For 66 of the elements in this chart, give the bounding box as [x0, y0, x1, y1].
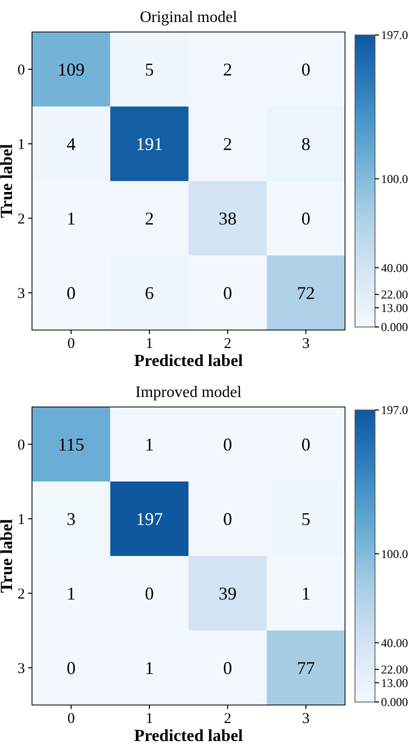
data-label: 0	[66, 658, 76, 678]
data-label: 39	[218, 584, 237, 604]
x-tick-label: 1	[146, 711, 154, 727]
y-tick-label: 3	[18, 286, 25, 302]
chart-title: Original model	[140, 9, 238, 26]
data-label: 2	[223, 134, 232, 154]
data-label: 0	[301, 60, 310, 80]
y-tick-label: 2	[18, 212, 25, 228]
data-label: 0	[144, 584, 154, 604]
color-bar-label: 100.0	[381, 172, 408, 186]
color-bar-label: 22.00	[381, 288, 408, 302]
color-bar-label: 0.000	[381, 320, 408, 334]
data-label: 4	[66, 134, 76, 154]
data-label: 8	[301, 134, 310, 154]
data-label: 0	[223, 658, 232, 678]
x-tick-label: 2	[224, 336, 232, 352]
data-label: 5	[144, 60, 154, 80]
color-bar-label: 40.00	[381, 636, 408, 650]
data-label: 6	[144, 283, 154, 304]
data-label: 5	[301, 509, 310, 530]
y-tick-label: 1	[18, 137, 25, 153]
data-label: 191	[136, 134, 163, 154]
data-label: 0	[301, 434, 310, 455]
color-bar-label: 0.000	[381, 695, 408, 710]
color-bar-label: 40.00	[381, 260, 408, 275]
y-tick-label: 3	[18, 661, 25, 677]
x-tick-label: 0	[67, 336, 75, 352]
y-axis-title: True label	[0, 518, 16, 593]
color-bar-label: 100.0	[381, 546, 408, 561]
data-label: 0	[66, 283, 76, 304]
data-label: 0	[301, 208, 310, 229]
data-label: 1	[144, 658, 154, 678]
y-tick-label: 1	[18, 512, 25, 528]
color-bar-label: 13.00	[381, 300, 408, 315]
x-tick-label: 3	[302, 336, 310, 352]
y-tick-label: 0	[18, 438, 25, 454]
color-bar-label: 13.00	[381, 676, 408, 690]
data-label: 2	[144, 208, 154, 229]
data-label: 72	[296, 283, 315, 304]
x-axis-title: Predicted label	[134, 351, 244, 370]
data-label: 3	[66, 509, 76, 530]
y-axis-title: True label	[0, 144, 16, 218]
data-label: 115	[58, 434, 84, 455]
data-label: 197	[136, 509, 163, 530]
y-tick-label: 2	[18, 586, 25, 602]
y-tick-label: 0	[18, 62, 25, 78]
chart-title: Improved model	[135, 384, 242, 401]
x-tick-label: 2	[224, 711, 232, 727]
x-tick-label: 3	[302, 711, 310, 727]
data-label: 1	[144, 434, 154, 455]
data-label: 0	[223, 434, 232, 455]
data-label: 0	[223, 509, 232, 530]
data-label: 38	[218, 208, 237, 229]
color-bar-label: 197.0	[381, 28, 408, 42]
x-tick-label: 0	[67, 711, 75, 727]
data-label: 0	[223, 283, 232, 304]
color-bar-label: 197.0	[381, 403, 408, 418]
x-axis-title: Predicted label	[134, 726, 244, 745]
data-label: 109	[58, 60, 85, 80]
color-bar-label: 22.00	[381, 662, 408, 677]
data-label: 1	[301, 584, 310, 604]
data-label: 1	[66, 584, 76, 604]
x-tick-label: 1	[146, 336, 154, 352]
data-label: 1	[66, 208, 76, 229]
data-label: 77	[296, 658, 315, 678]
data-label: 2	[223, 60, 232, 80]
